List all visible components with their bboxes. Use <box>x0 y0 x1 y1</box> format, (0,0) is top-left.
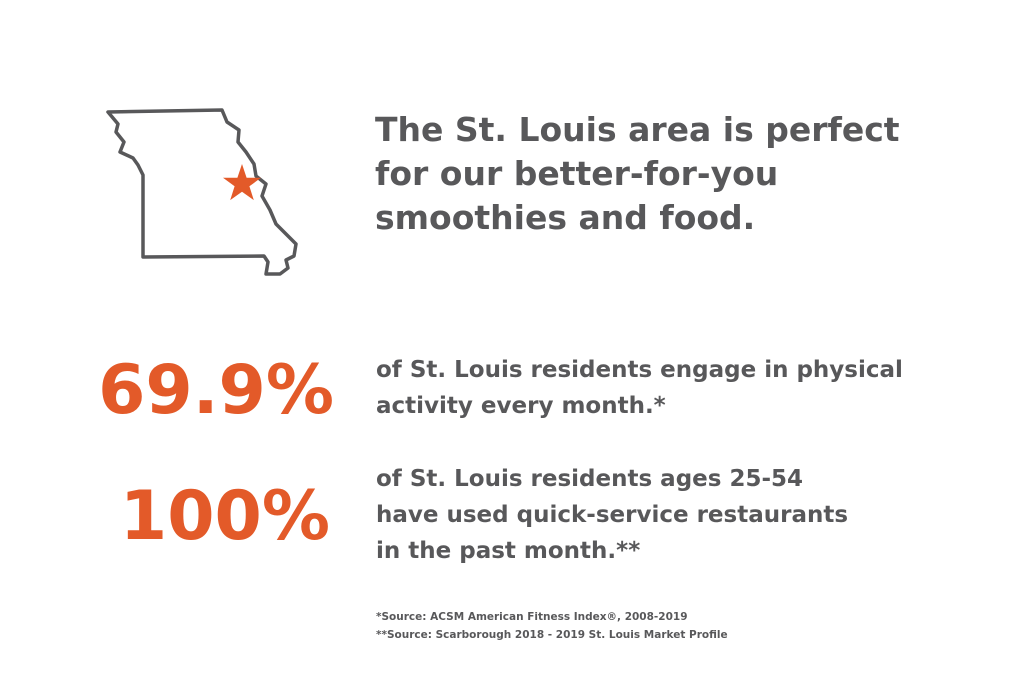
stat-description-line: of St. Louis residents engage in physica… <box>376 357 903 383</box>
stat-description-line: have used quick-service restaurants <box>376 502 849 528</box>
headline-line-1: The St. Louis area is perfect <box>375 110 900 149</box>
missouri-map-outline-icon <box>106 108 298 276</box>
star-icon <box>223 164 261 201</box>
stat-value-physical-activity: 69.9% <box>98 351 334 430</box>
stat-description-line: activity every month.* <box>376 393 666 419</box>
missouri-outline <box>106 108 298 276</box>
stat-description-line: of St. Louis residents ages 25-54 <box>376 466 804 492</box>
stat-description-physical-activity: of St. Louis residents engage in physica… <box>376 352 1006 424</box>
source-note-1: *Source: ACSM American Fitness Index®, 2… <box>376 611 688 623</box>
source-note-2: **Source: Scarborough 2018 - 2019 St. Lo… <box>376 629 728 641</box>
stat-value-quick-service: 100% <box>119 477 330 556</box>
stat-description-line: in the past month.** <box>376 538 641 564</box>
headline-line-2: for our better-for-you <box>375 154 779 193</box>
stat-description-quick-service: of St. Louis residents ages 25-54 have u… <box>376 461 1006 569</box>
sources-footnote: *Source: ACSM American Fitness Index®, 2… <box>376 608 976 644</box>
headline: The St. Louis area is perfect for our be… <box>375 108 995 240</box>
headline-line-3: smoothies and food. <box>375 198 756 237</box>
